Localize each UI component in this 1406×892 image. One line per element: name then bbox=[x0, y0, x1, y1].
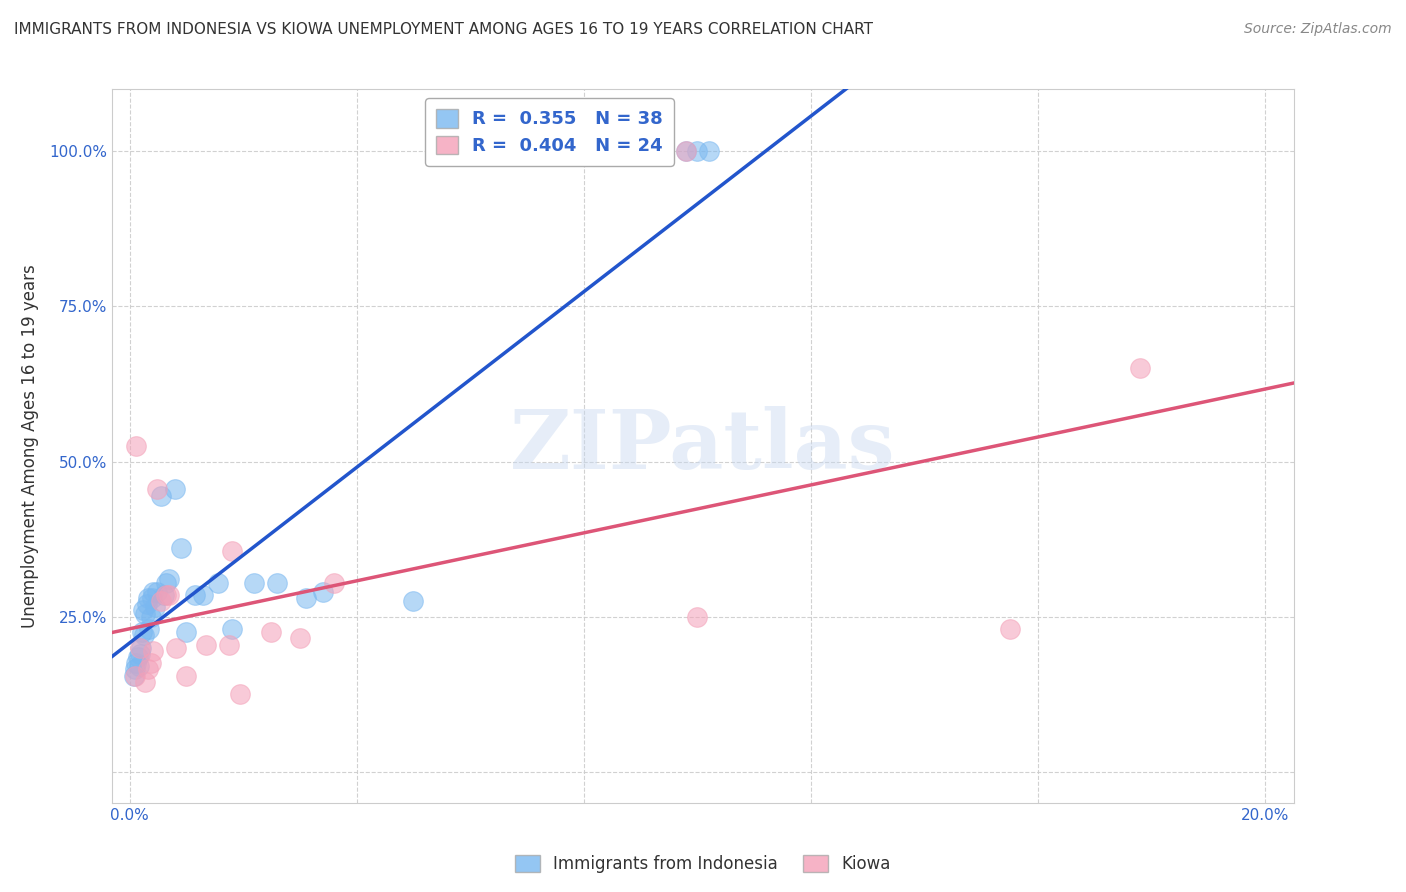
Point bbox=[157, 573, 180, 587]
Point bbox=[675, 145, 697, 159]
Point bbox=[174, 625, 197, 640]
Text: Source: ZipAtlas.com: Source: ZipAtlas.com bbox=[1244, 22, 1392, 37]
Point bbox=[163, 483, 186, 497]
Point bbox=[221, 622, 243, 636]
Point bbox=[294, 591, 316, 605]
Point bbox=[141, 591, 163, 605]
Point bbox=[207, 575, 229, 590]
Point bbox=[124, 662, 146, 676]
Point bbox=[134, 607, 156, 621]
Point bbox=[165, 640, 187, 655]
Point bbox=[322, 575, 346, 590]
Point bbox=[128, 659, 150, 673]
Point bbox=[686, 609, 709, 624]
Point bbox=[311, 584, 333, 599]
Point bbox=[243, 575, 266, 590]
Point bbox=[697, 145, 720, 159]
Point bbox=[149, 489, 172, 503]
Point bbox=[146, 584, 169, 599]
Point bbox=[155, 588, 177, 602]
Point bbox=[143, 600, 166, 615]
Point bbox=[138, 622, 160, 636]
Point bbox=[134, 674, 156, 689]
Point bbox=[686, 145, 709, 159]
Point bbox=[142, 584, 165, 599]
Point bbox=[136, 591, 159, 605]
Point bbox=[260, 625, 283, 640]
Point bbox=[142, 644, 165, 658]
Y-axis label: Unemployment Among Ages 16 to 19 years: Unemployment Among Ages 16 to 19 years bbox=[21, 264, 38, 628]
Legend: Immigrants from Indonesia, Kiowa: Immigrants from Indonesia, Kiowa bbox=[509, 848, 897, 880]
Point bbox=[193, 588, 215, 602]
Point bbox=[169, 541, 191, 556]
Point bbox=[127, 650, 149, 665]
Point bbox=[125, 439, 148, 453]
Point bbox=[124, 668, 146, 682]
Point bbox=[266, 575, 288, 590]
Point bbox=[131, 625, 153, 640]
Point bbox=[146, 483, 169, 497]
Point bbox=[221, 544, 243, 558]
Point bbox=[675, 145, 697, 159]
Text: IMMIGRANTS FROM INDONESIA VS KIOWA UNEMPLOYMENT AMONG AGES 16 TO 19 YEARS CORREL: IMMIGRANTS FROM INDONESIA VS KIOWA UNEMP… bbox=[14, 22, 873, 37]
Point bbox=[128, 640, 150, 655]
Point bbox=[157, 588, 180, 602]
Point bbox=[218, 638, 240, 652]
Point bbox=[132, 603, 155, 617]
Point bbox=[174, 668, 197, 682]
Point bbox=[139, 656, 162, 670]
Point bbox=[155, 575, 177, 590]
Point bbox=[152, 588, 174, 602]
Point bbox=[122, 668, 145, 682]
Point bbox=[139, 609, 162, 624]
Point bbox=[195, 638, 218, 652]
Point bbox=[998, 622, 1021, 636]
Point bbox=[135, 597, 157, 611]
Point bbox=[125, 656, 148, 670]
Point bbox=[402, 594, 425, 608]
Point bbox=[136, 662, 159, 676]
Point bbox=[1129, 361, 1152, 376]
Point bbox=[184, 588, 207, 602]
Point bbox=[134, 628, 156, 642]
Point bbox=[149, 594, 172, 608]
Point bbox=[229, 687, 252, 701]
Point bbox=[288, 632, 311, 646]
Point bbox=[129, 640, 152, 655]
Text: ZIPatlas: ZIPatlas bbox=[510, 406, 896, 486]
Point bbox=[128, 647, 150, 661]
